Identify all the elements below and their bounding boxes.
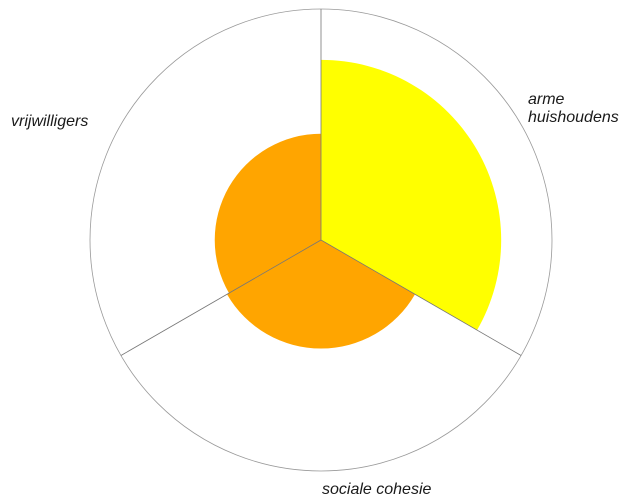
axis-label-line: sociale cohesie [322, 481, 432, 497]
sector-group [214, 59, 502, 349]
axis-label-line: huishoudens [528, 109, 619, 126]
axis-label-vrijwilligers: vrijwilligers [11, 113, 88, 130]
sector-divider [120, 239, 322, 356]
axis-label-arme-huishoudens: arme huishoudens [528, 91, 619, 126]
label-group: arme huishoudens sociale cohesie vrijwillig… [11, 91, 619, 497]
sector-divider [320, 239, 522, 356]
axis-label-line: arme [528, 91, 565, 108]
axis-label-sociale-cohesie: sociale cohesie [322, 481, 432, 497]
divider-group [120, 9, 522, 356]
axis-label-line: vrijwilligers [11, 113, 88, 130]
sector-vrijwilligers [214, 133, 321, 294]
sector-arme-huishoudens [321, 59, 502, 331]
